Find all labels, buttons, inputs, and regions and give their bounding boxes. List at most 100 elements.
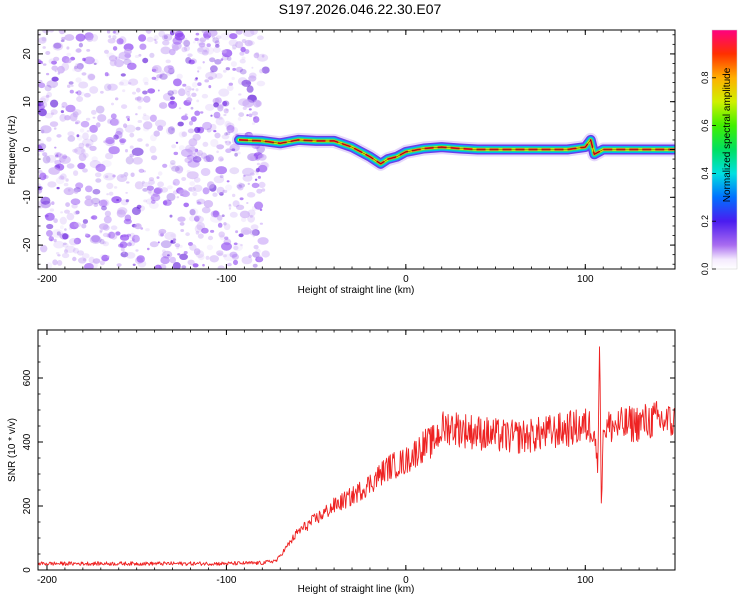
noise-speckle <box>89 124 98 133</box>
noise-speckle <box>42 155 51 164</box>
noise-speckle <box>186 97 193 103</box>
noise-speckle <box>142 180 145 184</box>
noise-speckle <box>119 138 127 144</box>
noise-speckle <box>149 241 159 248</box>
noise-speckle <box>162 40 170 46</box>
noise-speckle <box>251 182 260 189</box>
noise-speckle <box>231 148 236 151</box>
noise-speckle <box>116 38 124 45</box>
noise-speckle <box>135 126 141 131</box>
noise-speckle <box>183 202 189 208</box>
noise-speckle <box>211 35 215 39</box>
spectrogram-y-tick-label: 0 <box>22 146 33 152</box>
noise-speckle <box>76 48 82 53</box>
noise-speckle <box>54 146 57 149</box>
noise-speckle <box>241 79 252 87</box>
noise-speckle <box>239 197 244 201</box>
noise-speckle <box>122 251 125 255</box>
spectrogram-x-tick-label: 100 <box>577 274 594 285</box>
noise-speckle <box>231 76 235 81</box>
noise-speckle <box>225 140 232 146</box>
noise-speckle <box>155 119 167 128</box>
noise-speckle <box>134 55 140 58</box>
noise-speckle <box>176 196 180 199</box>
noise-speckle <box>167 90 174 96</box>
noise-speckle <box>62 242 69 248</box>
noise-speckle <box>137 120 143 123</box>
noise-speckle <box>72 247 79 254</box>
noise-speckle <box>210 229 215 233</box>
noise-speckle <box>192 191 198 197</box>
noise-speckle <box>218 116 224 120</box>
noise-speckle <box>51 65 58 71</box>
noise-speckle <box>138 34 147 42</box>
noise-speckle <box>195 88 199 92</box>
noise-speckle <box>99 238 105 245</box>
noise-speckle <box>249 155 256 160</box>
noise-speckle <box>66 212 75 221</box>
noise-speckle <box>230 61 237 67</box>
noise-speckle <box>84 92 91 98</box>
noise-speckle <box>197 70 200 73</box>
noise-speckle <box>110 232 118 240</box>
noise-speckle <box>112 30 116 34</box>
noise-speckle <box>250 30 258 35</box>
noise-speckle <box>162 163 168 168</box>
noise-speckle <box>191 82 198 88</box>
noise-speckle <box>189 215 195 222</box>
noise-speckle <box>222 100 230 107</box>
noise-speckle <box>213 102 220 108</box>
noise-speckle <box>197 82 202 86</box>
noise-speckle <box>246 114 249 117</box>
noise-speckle <box>84 263 94 269</box>
spectrogram-y-tick-label: 10 <box>22 96 33 108</box>
noise-speckle <box>241 39 247 43</box>
noise-speckle <box>67 188 71 192</box>
noise-speckle <box>231 126 239 135</box>
noise-speckle <box>170 239 174 243</box>
noise-speckle <box>194 215 202 220</box>
noise-speckle <box>154 264 162 269</box>
noise-speckle <box>114 59 124 68</box>
noise-speckle <box>251 122 256 125</box>
noise-speckle <box>116 263 122 267</box>
noise-speckle <box>95 178 102 183</box>
noise-speckle <box>136 96 142 101</box>
noise-speckle <box>185 232 190 237</box>
noise-speckle <box>53 240 65 249</box>
noise-speckle <box>161 33 173 42</box>
noise-speckle <box>61 101 68 108</box>
noise-speckle <box>167 65 174 70</box>
noise-speckle <box>73 237 81 245</box>
colorbar-label: Normalized spectral amplitude <box>722 67 733 202</box>
noise-speckle <box>215 166 227 175</box>
noise-speckle <box>197 47 204 52</box>
noise-speckle <box>171 144 177 149</box>
noise-speckle <box>259 161 269 169</box>
noise-speckle <box>173 78 182 87</box>
noise-speckle <box>68 238 79 246</box>
noise-speckle <box>86 130 90 133</box>
noise-speckle <box>227 262 232 267</box>
chart-title: S197.2026.046.22.30.E07 <box>279 1 442 17</box>
noise-speckle <box>158 228 167 235</box>
noise-speckle <box>240 243 243 247</box>
noise-speckle <box>123 123 128 128</box>
noise-speckle <box>203 200 214 208</box>
noise-speckle <box>73 222 82 228</box>
noise-speckle <box>142 181 150 188</box>
noise-speckle <box>193 248 201 256</box>
noise-speckle <box>255 248 261 254</box>
noise-speckle <box>179 253 189 260</box>
noise-speckle <box>77 162 86 170</box>
noise-speckle <box>53 238 57 243</box>
noise-speckle <box>171 127 175 131</box>
noise-speckle <box>75 62 80 66</box>
noise-speckle <box>116 174 128 182</box>
noise-speckle <box>237 182 243 187</box>
noise-speckle <box>239 68 247 75</box>
noise-speckle <box>229 167 240 175</box>
noise-speckle <box>149 114 157 123</box>
noise-speckle <box>40 196 51 205</box>
noise-speckle <box>120 73 126 77</box>
